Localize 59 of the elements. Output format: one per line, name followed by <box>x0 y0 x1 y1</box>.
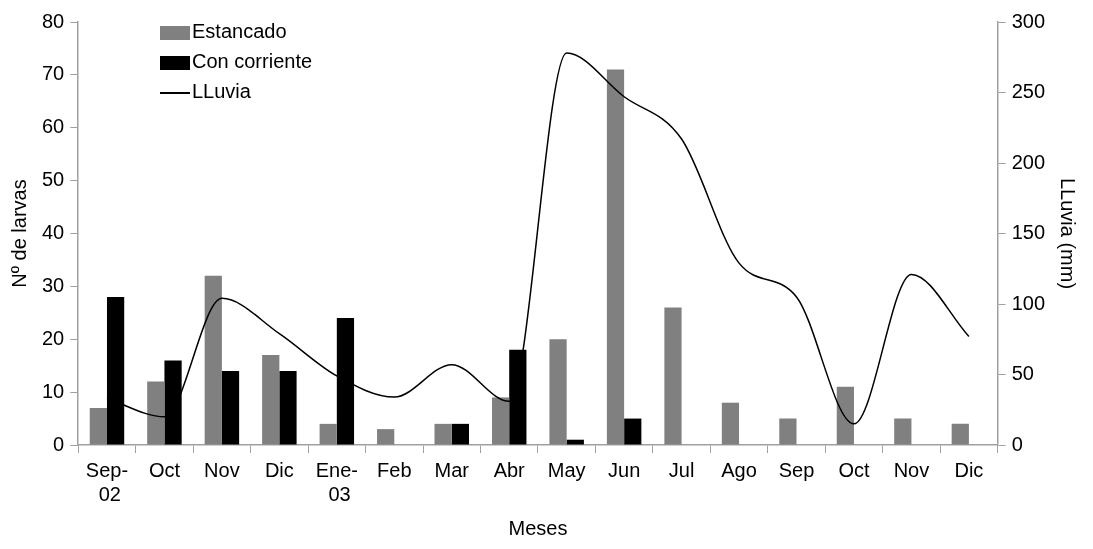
bar <box>606 69 625 445</box>
legend-label: Con corriente <box>192 50 313 72</box>
y-tick-label: 40 <box>42 221 65 244</box>
bar <box>279 370 297 445</box>
x-tick-label: May <box>547 458 586 481</box>
x-tick-label: Mar <box>434 458 470 481</box>
bar <box>434 423 452 445</box>
bar <box>491 397 510 445</box>
x-tick-label: Jul <box>668 458 695 481</box>
legend-label: Estancado <box>192 20 287 42</box>
bar <box>721 402 740 445</box>
y2-tick-label: 50 <box>1011 362 1034 385</box>
bar <box>836 386 854 445</box>
x-tick-label: Oct <box>838 458 870 481</box>
y-tick-label: 70 <box>42 62 65 85</box>
y-tick-label: 0 <box>53 432 65 455</box>
bar <box>319 423 337 445</box>
y2-tick-label: 100 <box>1011 291 1046 314</box>
x-tick-label: Feb <box>377 458 412 481</box>
bar <box>951 423 969 445</box>
y2-axis-title: LLuvia (mm) <box>1057 177 1080 290</box>
y2-tick-label: 150 <box>1011 221 1046 244</box>
x-tick-label: Sep-02 <box>85 458 129 505</box>
x-tick-label: Ago <box>721 458 757 481</box>
bar <box>377 429 395 445</box>
x-axis-title: Meses <box>508 516 568 539</box>
bar <box>204 275 222 445</box>
bar <box>624 418 642 445</box>
bar <box>779 418 797 445</box>
y-tick-label: 30 <box>42 273 65 296</box>
legend-label: LLuvia <box>192 80 251 102</box>
x-tick-label: Dic <box>954 458 984 481</box>
x-tick-label: Oct <box>148 458 181 481</box>
y-tick-label: 10 <box>42 379 65 402</box>
bar <box>221 370 240 445</box>
x-tick-label: Jun <box>608 458 641 481</box>
bar <box>664 307 682 445</box>
bar <box>549 339 567 445</box>
x-tick-label: Sep <box>778 458 815 481</box>
bar <box>894 418 912 445</box>
bar <box>89 407 107 445</box>
bar <box>147 381 165 445</box>
x-tick-label: Nov <box>893 458 930 481</box>
y2-tick-label: 200 <box>1011 150 1046 173</box>
y-axis-title: Nº de larvas <box>7 179 30 288</box>
y2-tick-label: 300 <box>1011 9 1046 32</box>
y-tick-label: 20 <box>42 326 65 349</box>
x-tick-label: Dic <box>264 458 294 481</box>
x-tick-label: Ene-03 <box>315 458 358 505</box>
y2-tick-label: 250 <box>1011 80 1046 103</box>
y-tick-label: 50 <box>42 168 65 191</box>
x-tick-label: Nov <box>204 458 240 481</box>
y-tick-label: 60 <box>42 115 65 138</box>
x-tick-label: Abr <box>493 458 526 481</box>
bar <box>566 439 584 445</box>
y2-tick-label: 0 <box>1011 432 1023 455</box>
bar <box>262 355 280 445</box>
bar <box>451 423 469 445</box>
y-tick-label: 80 <box>42 9 65 32</box>
